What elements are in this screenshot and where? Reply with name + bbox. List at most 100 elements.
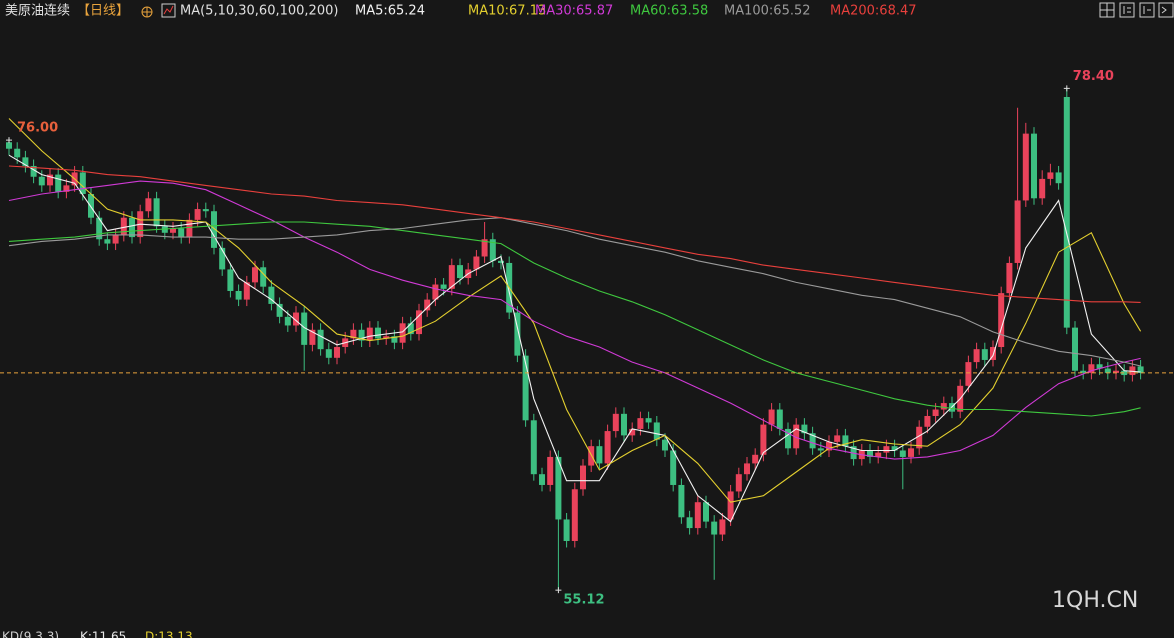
candle-body bbox=[293, 312, 299, 326]
candle-body bbox=[211, 211, 217, 248]
candle-body bbox=[1121, 370, 1128, 376]
tool-icon[interactable] bbox=[1158, 2, 1174, 18]
candle-body bbox=[563, 519, 570, 542]
candle-body bbox=[932, 409, 939, 416]
candle-body bbox=[793, 424, 800, 449]
candle-body bbox=[14, 148, 21, 158]
candle-body bbox=[965, 362, 972, 386]
candle-body bbox=[6, 142, 12, 149]
candle-body bbox=[424, 299, 431, 311]
candle-body bbox=[571, 489, 578, 542]
candle-body bbox=[645, 418, 652, 423]
candle-body bbox=[981, 349, 988, 360]
candle-body bbox=[1014, 200, 1021, 263]
period-label[interactable]: 【日线】 bbox=[77, 4, 129, 19]
candle-body bbox=[178, 228, 185, 238]
candle-body bbox=[399, 323, 406, 343]
candle-body bbox=[170, 228, 176, 233]
candle-body bbox=[604, 431, 611, 464]
candle-body bbox=[268, 286, 275, 304]
candle-body bbox=[416, 310, 422, 335]
candle-body bbox=[1039, 178, 1046, 199]
ma-icon-frame bbox=[161, 3, 176, 18]
candle-body bbox=[744, 463, 750, 475]
candle-body bbox=[38, 176, 45, 186]
candle-body bbox=[719, 519, 726, 535]
candle-body bbox=[1088, 364, 1095, 373]
candle-body bbox=[1137, 366, 1144, 373]
legend-entry: MA100:65.52 bbox=[724, 4, 811, 19]
legend-entry: MA30:65.87 bbox=[535, 4, 613, 19]
candle-body bbox=[612, 413, 619, 432]
candle-body bbox=[88, 193, 94, 218]
candle-body bbox=[653, 422, 660, 440]
candle-body bbox=[120, 217, 127, 235]
candle-body bbox=[940, 403, 947, 410]
add-icon[interactable] bbox=[141, 6, 153, 18]
candle-body bbox=[883, 446, 890, 453]
candle-body bbox=[776, 409, 783, 429]
candle-body bbox=[194, 209, 201, 220]
candle-body bbox=[309, 329, 316, 345]
candle-body bbox=[22, 157, 29, 166]
candle-body bbox=[1113, 370, 1119, 373]
candle-body bbox=[842, 435, 849, 447]
candle-body bbox=[366, 327, 373, 341]
candle-body bbox=[375, 327, 381, 339]
candle-body bbox=[752, 454, 759, 464]
candle-body bbox=[1031, 133, 1037, 199]
candle-body bbox=[104, 239, 111, 244]
candle-body bbox=[129, 217, 135, 238]
tool-icon[interactable] bbox=[1139, 2, 1155, 18]
ma-line bbox=[8, 165, 1141, 303]
candle-body bbox=[875, 452, 882, 457]
candle-body bbox=[711, 521, 718, 535]
high-label: 76.00 bbox=[17, 121, 58, 136]
ma-line bbox=[8, 118, 1142, 503]
ma-line bbox=[8, 221, 1141, 417]
indicator-d: D:13.13 bbox=[145, 630, 193, 638]
candle-body bbox=[686, 517, 693, 529]
candle-body bbox=[1104, 368, 1111, 373]
candle-body bbox=[703, 502, 709, 522]
candle-body bbox=[580, 465, 586, 490]
candle-body bbox=[432, 284, 439, 300]
candle-body bbox=[547, 456, 554, 485]
ma-line bbox=[8, 154, 1141, 523]
candle-body bbox=[79, 172, 86, 194]
candle-body bbox=[1072, 327, 1078, 371]
candle-body bbox=[908, 448, 914, 457]
candle-body bbox=[317, 329, 324, 350]
candle-body bbox=[448, 265, 455, 289]
candle-body bbox=[1080, 370, 1087, 373]
candle-body bbox=[924, 415, 931, 427]
candle-body bbox=[383, 336, 390, 339]
candle-body bbox=[629, 428, 636, 436]
candle-body bbox=[350, 329, 357, 339]
candle-body bbox=[252, 267, 258, 283]
candle-body bbox=[235, 290, 242, 300]
low-label: 55.12 bbox=[563, 593, 604, 608]
candle-body bbox=[1129, 366, 1136, 376]
candle-body bbox=[530, 420, 537, 475]
tool-icon[interactable] bbox=[1119, 2, 1135, 18]
candle-body bbox=[522, 355, 529, 421]
ma-icon[interactable] bbox=[161, 3, 176, 18]
candle-body bbox=[1022, 133, 1029, 201]
candle-body bbox=[489, 239, 496, 261]
legend-entry: MA5:65.24 bbox=[355, 4, 425, 19]
candle-body bbox=[260, 267, 267, 287]
candle-body bbox=[826, 441, 832, 451]
candle-body bbox=[481, 239, 488, 257]
candle-body bbox=[276, 303, 283, 317]
candle-body bbox=[325, 349, 332, 358]
candle-body bbox=[916, 426, 923, 449]
candle-body bbox=[621, 413, 627, 436]
candle-body bbox=[801, 424, 808, 434]
candle-body bbox=[867, 450, 873, 457]
candle-body bbox=[973, 349, 980, 363]
candle-body bbox=[358, 329, 365, 341]
candle-body bbox=[55, 174, 62, 192]
